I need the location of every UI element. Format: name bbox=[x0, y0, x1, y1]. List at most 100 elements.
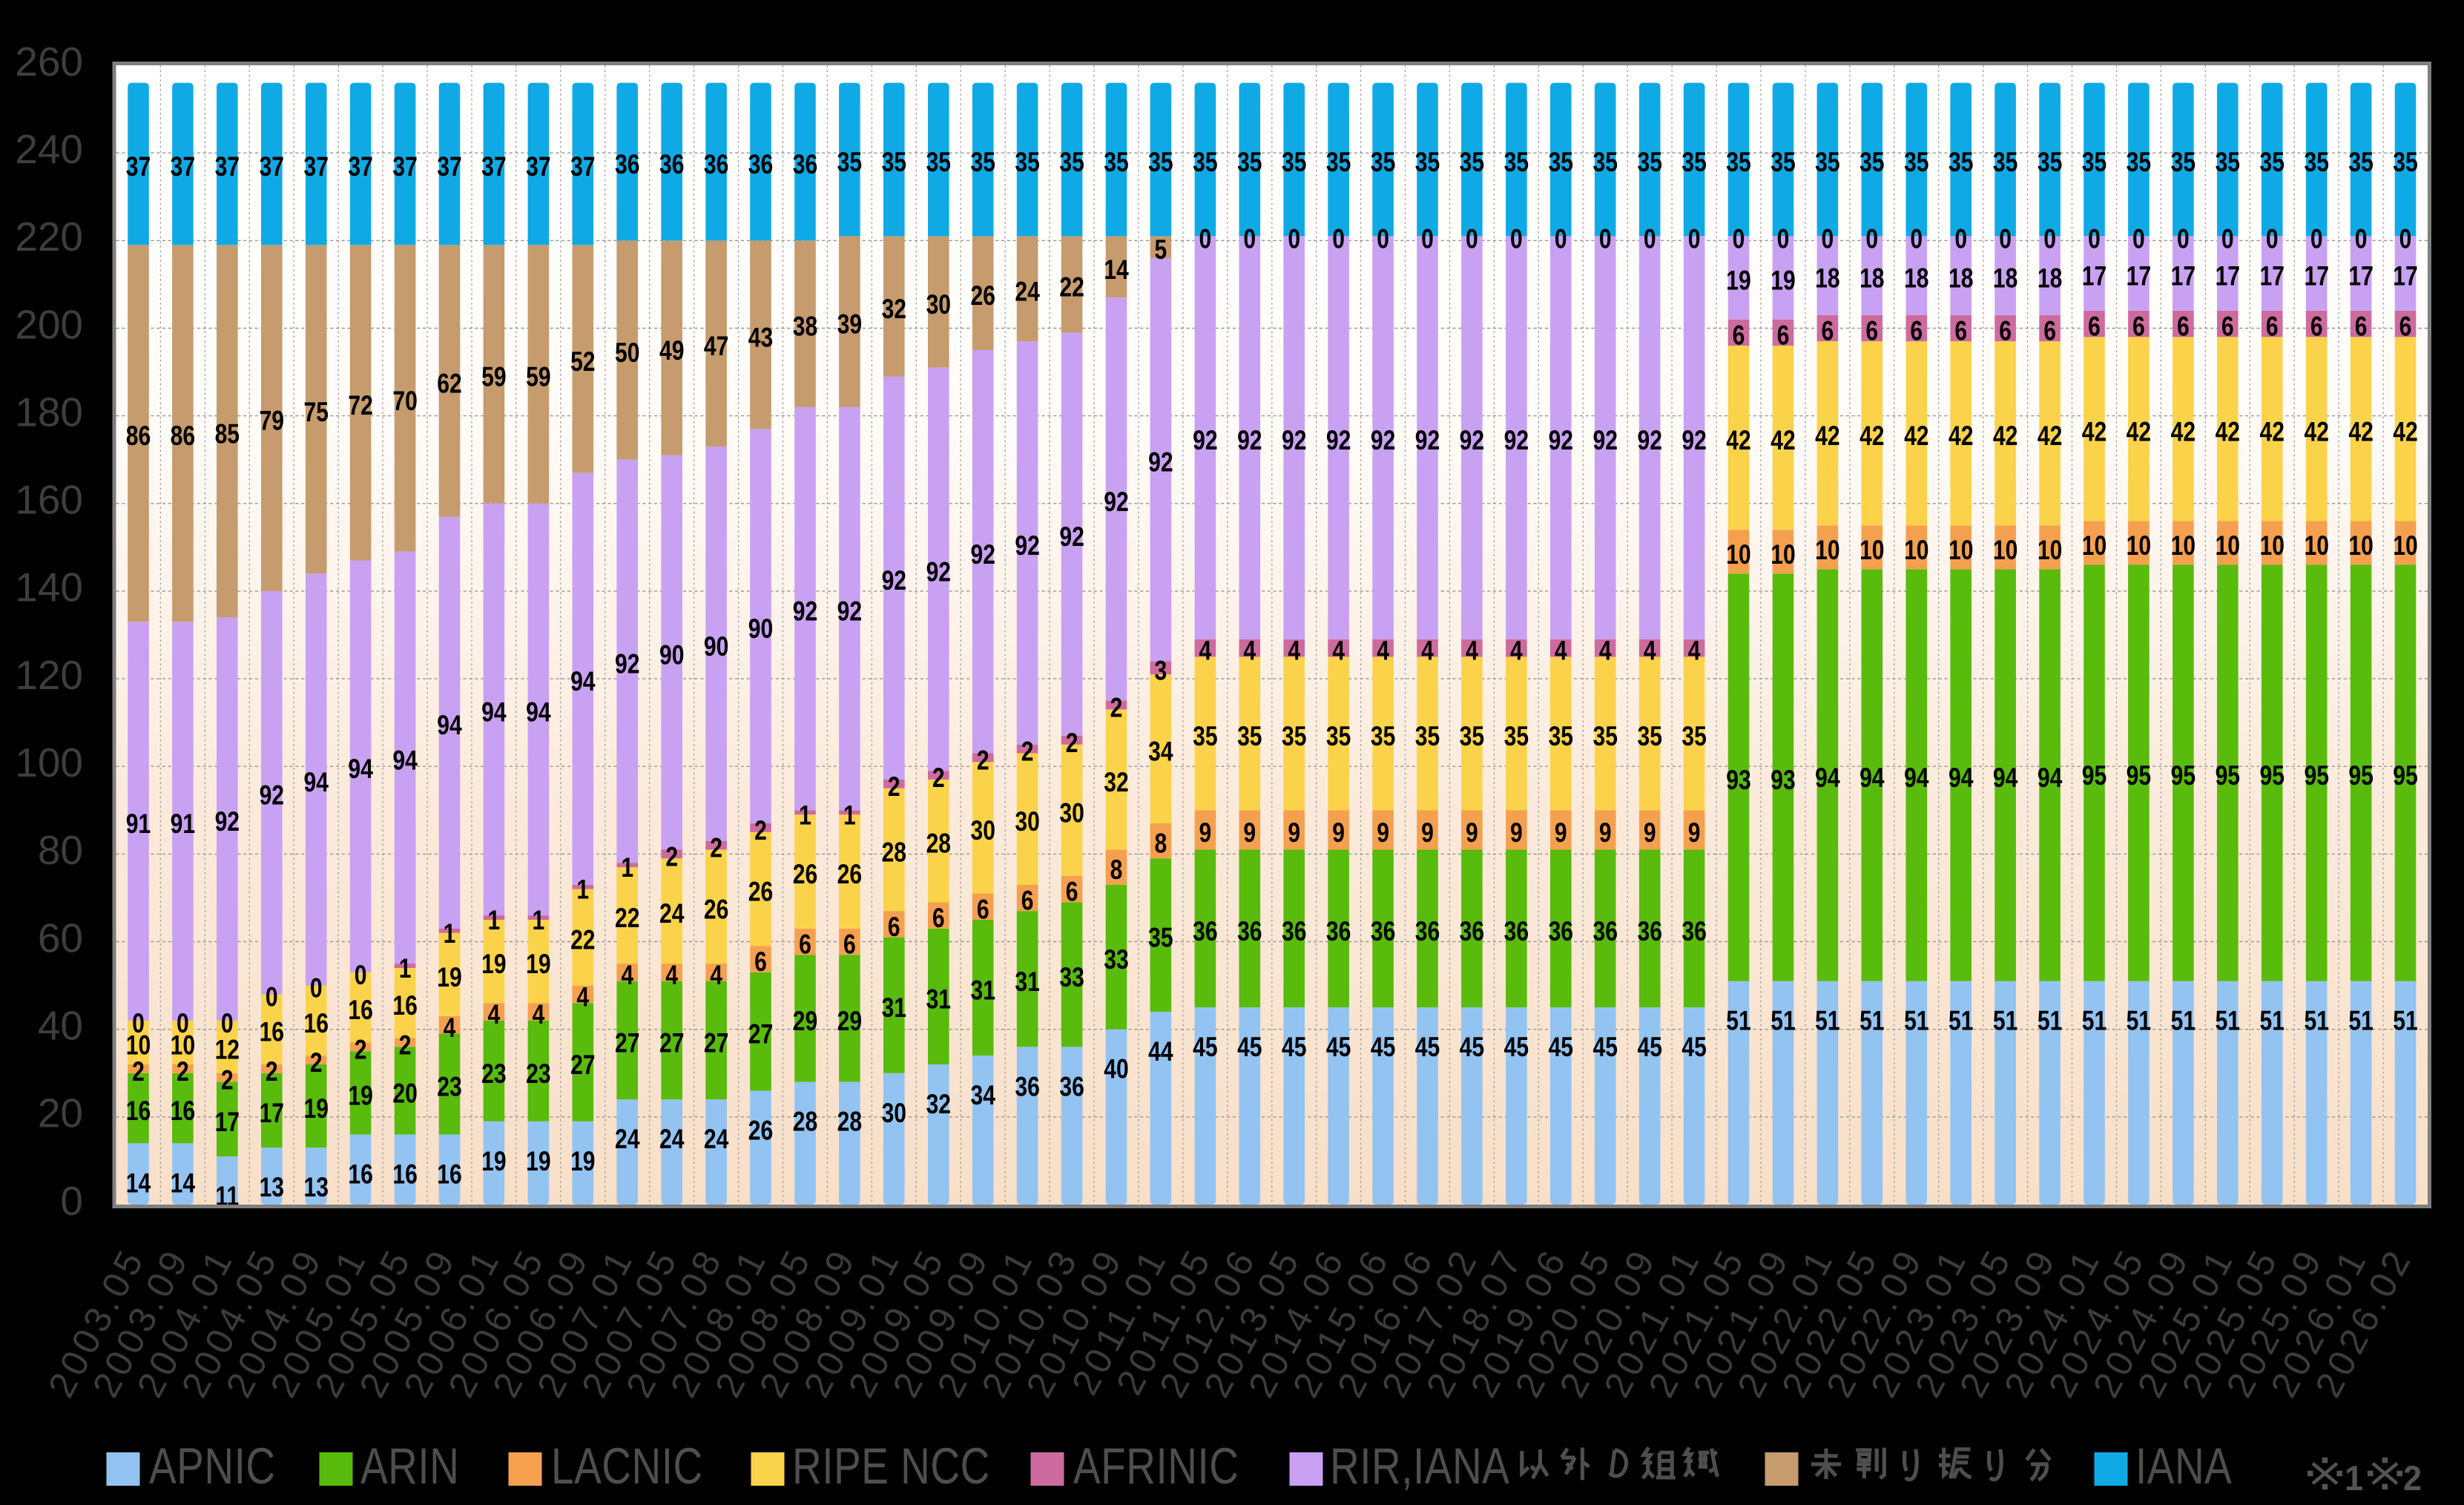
svg-text:2: 2 bbox=[221, 1065, 234, 1096]
svg-text:40: 40 bbox=[38, 1003, 83, 1049]
svg-text:6: 6 bbox=[2177, 312, 2190, 343]
svg-text:10: 10 bbox=[1904, 535, 1928, 566]
svg-text:20: 20 bbox=[38, 1090, 83, 1136]
svg-text:35: 35 bbox=[1504, 721, 1529, 752]
svg-text:86: 86 bbox=[171, 421, 195, 452]
svg-text:14: 14 bbox=[171, 1168, 196, 1199]
svg-text:18: 18 bbox=[1904, 263, 1928, 294]
svg-text:0: 0 bbox=[60, 1178, 83, 1224]
svg-text:IANA: IANA bbox=[2135, 1438, 2232, 1495]
svg-text:0: 0 bbox=[2177, 223, 2190, 254]
svg-text:29: 29 bbox=[837, 1006, 862, 1037]
svg-text:45: 45 bbox=[1504, 1032, 1529, 1063]
svg-text:51: 51 bbox=[1726, 1006, 1750, 1037]
svg-text:36: 36 bbox=[1460, 916, 1484, 947]
svg-text:94: 94 bbox=[1949, 763, 1974, 794]
svg-text:19: 19 bbox=[481, 949, 506, 980]
svg-text:16: 16 bbox=[348, 995, 372, 1026]
svg-text:35: 35 bbox=[837, 147, 862, 178]
svg-text:19: 19 bbox=[526, 949, 550, 980]
svg-text:36: 36 bbox=[1681, 916, 1706, 947]
svg-text:31: 31 bbox=[1015, 966, 1039, 998]
svg-text:10: 10 bbox=[2304, 530, 2328, 562]
svg-text:0: 0 bbox=[2310, 223, 2323, 254]
svg-text:35: 35 bbox=[1371, 721, 1395, 752]
svg-text:94: 94 bbox=[392, 745, 418, 776]
svg-text:1: 1 bbox=[2345, 1458, 2363, 1498]
svg-text:10: 10 bbox=[2348, 530, 2373, 562]
svg-text:2: 2 bbox=[355, 1034, 367, 1065]
svg-text:4: 4 bbox=[1332, 636, 1345, 667]
svg-text:6: 6 bbox=[799, 929, 811, 960]
svg-text:35: 35 bbox=[1549, 721, 1573, 752]
svg-text:260: 260 bbox=[15, 39, 83, 85]
svg-text:95: 95 bbox=[2082, 760, 2106, 791]
svg-text:36: 36 bbox=[1237, 916, 1262, 947]
svg-text:94: 94 bbox=[303, 767, 329, 798]
svg-text:4: 4 bbox=[1199, 636, 1212, 667]
svg-text:35: 35 bbox=[1681, 147, 1706, 178]
svg-text:2: 2 bbox=[710, 833, 722, 864]
svg-text:10: 10 bbox=[2127, 530, 2151, 562]
svg-text:49: 49 bbox=[659, 335, 684, 366]
svg-text:10: 10 bbox=[126, 1030, 151, 1061]
svg-text:24: 24 bbox=[659, 1124, 685, 1155]
svg-text:92: 92 bbox=[615, 648, 639, 679]
svg-text:36: 36 bbox=[1282, 916, 1306, 947]
svg-text:92: 92 bbox=[215, 806, 240, 837]
svg-text:51: 51 bbox=[1815, 1006, 1839, 1037]
svg-text:37: 37 bbox=[526, 151, 550, 182]
svg-text:35: 35 bbox=[2216, 147, 2240, 178]
svg-text:0: 0 bbox=[1421, 223, 1434, 254]
svg-text:17: 17 bbox=[2393, 261, 2417, 292]
svg-text:16: 16 bbox=[392, 990, 417, 1021]
svg-text:92: 92 bbox=[1637, 425, 1661, 456]
svg-text:9: 9 bbox=[1377, 817, 1389, 849]
svg-text:35: 35 bbox=[1104, 147, 1128, 178]
svg-text:18: 18 bbox=[1859, 263, 1884, 294]
svg-text:4: 4 bbox=[1599, 636, 1612, 667]
svg-text:36: 36 bbox=[1504, 916, 1529, 947]
svg-text:10: 10 bbox=[171, 1030, 195, 1061]
svg-text:35: 35 bbox=[2348, 147, 2373, 178]
svg-text:0: 0 bbox=[1243, 223, 1256, 254]
svg-text:59: 59 bbox=[526, 361, 550, 392]
svg-text:95: 95 bbox=[2259, 760, 2284, 791]
svg-text:51: 51 bbox=[2393, 1006, 2417, 1037]
svg-text:0: 0 bbox=[1199, 223, 1212, 254]
svg-text:93: 93 bbox=[1770, 765, 1795, 796]
svg-text:4: 4 bbox=[1555, 636, 1567, 667]
svg-text:30: 30 bbox=[926, 289, 951, 320]
svg-text:35: 35 bbox=[1815, 147, 1839, 178]
svg-text:32: 32 bbox=[926, 1089, 951, 1120]
svg-text:6: 6 bbox=[2132, 312, 2145, 343]
svg-text:70: 70 bbox=[392, 386, 417, 417]
svg-text:35: 35 bbox=[1949, 147, 1973, 178]
svg-text:19: 19 bbox=[481, 1146, 506, 1177]
svg-text:85: 85 bbox=[215, 418, 240, 449]
svg-text:2: 2 bbox=[1110, 692, 1123, 723]
svg-text:0: 0 bbox=[132, 1008, 145, 1039]
svg-text:42: 42 bbox=[2171, 416, 2195, 447]
svg-text:36: 36 bbox=[615, 149, 639, 180]
svg-text:37: 37 bbox=[437, 151, 461, 182]
svg-text:28: 28 bbox=[793, 1107, 817, 1138]
svg-text:36: 36 bbox=[1371, 916, 1395, 947]
svg-text:6: 6 bbox=[2399, 312, 2412, 343]
svg-text:35: 35 bbox=[1993, 147, 2017, 178]
svg-text:51: 51 bbox=[2216, 1006, 2240, 1037]
svg-text:45: 45 bbox=[1681, 1032, 1706, 1063]
svg-text:35: 35 bbox=[926, 147, 951, 178]
svg-text:45: 45 bbox=[1237, 1032, 1262, 1063]
svg-text:23: 23 bbox=[526, 1058, 550, 1090]
svg-text:92: 92 bbox=[1504, 425, 1529, 456]
svg-text:34: 34 bbox=[1148, 737, 1173, 768]
svg-text:42: 42 bbox=[2038, 421, 2062, 452]
svg-text:2: 2 bbox=[132, 1056, 145, 1087]
svg-text:24: 24 bbox=[704, 1124, 729, 1155]
svg-text:22: 22 bbox=[615, 903, 639, 934]
svg-text:16: 16 bbox=[126, 1096, 151, 1127]
svg-text:36: 36 bbox=[1549, 916, 1573, 947]
svg-text:17: 17 bbox=[2082, 261, 2106, 292]
svg-text:120: 120 bbox=[15, 652, 83, 698]
